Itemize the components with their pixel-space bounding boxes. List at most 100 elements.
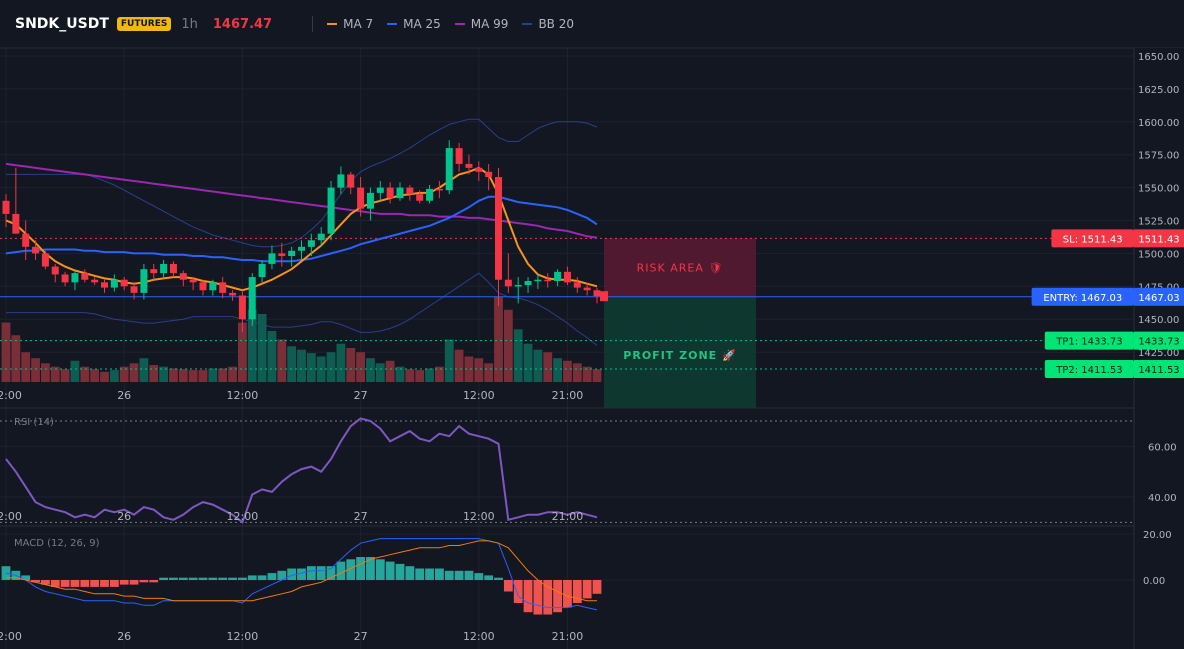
price-tick-label: 1600.00 <box>1138 118 1179 129</box>
macd-histogram-bar <box>41 580 50 585</box>
level-axis-text: 1433.73 <box>1138 337 1179 348</box>
macd-histogram-bar <box>375 559 385 580</box>
candle-body <box>120 279 128 287</box>
candle-body <box>406 187 414 195</box>
volume-bar <box>572 363 582 382</box>
candle-body <box>357 187 365 209</box>
macd-histogram-bar <box>149 580 159 583</box>
legend-ma7[interactable]: MA 7 <box>327 17 373 31</box>
price-tick-label: 1500.00 <box>1138 249 1179 260</box>
price-labels: SL: 1511.43 1511.43 ENTRY: 1467.03 1467.03 T… <box>600 229 1184 378</box>
macd-histogram-bar <box>306 566 316 580</box>
volume-bar <box>80 366 90 382</box>
level-name-text: TP1: 1433.73 <box>1055 337 1122 348</box>
legend-bb20[interactable]: BB 20 <box>522 17 574 31</box>
header-divider <box>312 16 314 32</box>
volume-bar <box>267 331 277 382</box>
time-tick-label: 21:00 <box>552 510 584 523</box>
time-tick-label: 27 <box>354 389 368 402</box>
profit-zone-label: PROFIT ZONE 🚀 <box>623 349 736 362</box>
volume-bar <box>60 369 70 382</box>
level-axis-text: 1511.43 <box>1138 234 1179 245</box>
macd-histogram-bar <box>454 570 464 580</box>
macd-histogram-bar <box>109 580 119 587</box>
candle-body <box>140 269 148 293</box>
chart-header: SNDK_USDT FUTURES 1h 1467.47 MA 7 MA 25 … <box>0 0 1184 48</box>
macd-histogram-bar <box>494 577 503 580</box>
time-tick-label: 12:00 <box>463 630 495 643</box>
macd-tick-label: 20.00 <box>1143 530 1172 541</box>
legend-ma99[interactable]: MA 99 <box>454 17 508 31</box>
macd-histogram-bar <box>267 573 277 580</box>
macd-histogram-bar <box>326 566 336 580</box>
volume-bar <box>198 370 208 382</box>
legend-ma25[interactable]: MA 25 <box>387 17 441 31</box>
macd-histogram-bar <box>297 568 306 580</box>
volume-bar <box>159 366 168 382</box>
legend-label: BB 20 <box>538 17 574 31</box>
macd-histogram-bar <box>90 580 100 587</box>
symbol-name[interactable]: SNDK_USDT <box>15 16 109 32</box>
volume-bar <box>484 363 494 382</box>
candle-body <box>366 192 374 209</box>
volume-bar <box>41 363 50 382</box>
candle-body <box>288 250 296 257</box>
volume-bar <box>592 369 602 382</box>
macd-signal-line <box>6 540 597 602</box>
macd-histogram-bar <box>415 568 425 580</box>
volume-bar <box>1 322 11 382</box>
time-tick-label: 21:00 <box>552 630 584 643</box>
volume-bars <box>1 297 602 382</box>
macd-histogram-bar <box>484 575 494 580</box>
candle-body <box>298 246 305 251</box>
level-name-tag <box>1031 287 1134 306</box>
macd-title: MACD (12, 26, 9) <box>14 538 100 549</box>
volume-bar <box>139 358 149 382</box>
level-axis-text: 1411.53 <box>1138 365 1179 376</box>
volume-bar <box>31 358 40 382</box>
volume-bar <box>208 368 218 382</box>
timeframe-selector[interactable]: 1h <box>181 16 198 32</box>
volume-bar <box>415 370 425 382</box>
macd-histogram-bar <box>592 580 602 594</box>
macd-histogram-bar <box>80 580 90 587</box>
time-tick-label: 26 <box>117 510 131 523</box>
volume-bar <box>582 366 592 382</box>
candle-body <box>189 279 197 283</box>
candle-body <box>465 163 473 168</box>
time-tick-label: 12:00 <box>227 510 259 523</box>
macd-histogram-bar <box>503 580 513 592</box>
volume-bar <box>238 322 247 382</box>
candles <box>2 140 601 333</box>
volume-bar <box>513 329 523 382</box>
macd-histogram-bar <box>198 577 208 580</box>
candle-body <box>317 233 325 241</box>
candle-body <box>110 279 118 288</box>
time-tick-label: 26 <box>117 630 131 643</box>
volume-bar <box>503 309 513 382</box>
volume-bar <box>109 370 119 382</box>
volume-bar <box>366 358 375 382</box>
candle-body <box>524 281 532 285</box>
candle-body <box>327 187 335 234</box>
level-axis-tag <box>1134 360 1184 378</box>
volume-bar <box>563 360 572 382</box>
rsi-line <box>5 417 598 524</box>
price-tick-label: 1450.00 <box>1138 315 1179 326</box>
volume-bar <box>494 297 503 382</box>
candle-body <box>179 273 187 280</box>
volume-bar <box>395 366 405 382</box>
price-tick-label: 1425.00 <box>1138 348 1179 359</box>
futures-badge: FUTURES <box>116 17 172 31</box>
macd-histogram-bar <box>208 577 218 580</box>
time-tick-label: 27 <box>354 630 368 643</box>
candle-body <box>475 167 483 172</box>
candle-body <box>160 263 168 274</box>
candle-body <box>81 273 89 280</box>
level-axis-text: 1467.03 <box>1138 293 1179 304</box>
volume-bar <box>385 360 395 382</box>
candle-body <box>278 253 286 257</box>
legend-swatch <box>454 23 465 25</box>
legend-label: MA 7 <box>343 17 374 31</box>
